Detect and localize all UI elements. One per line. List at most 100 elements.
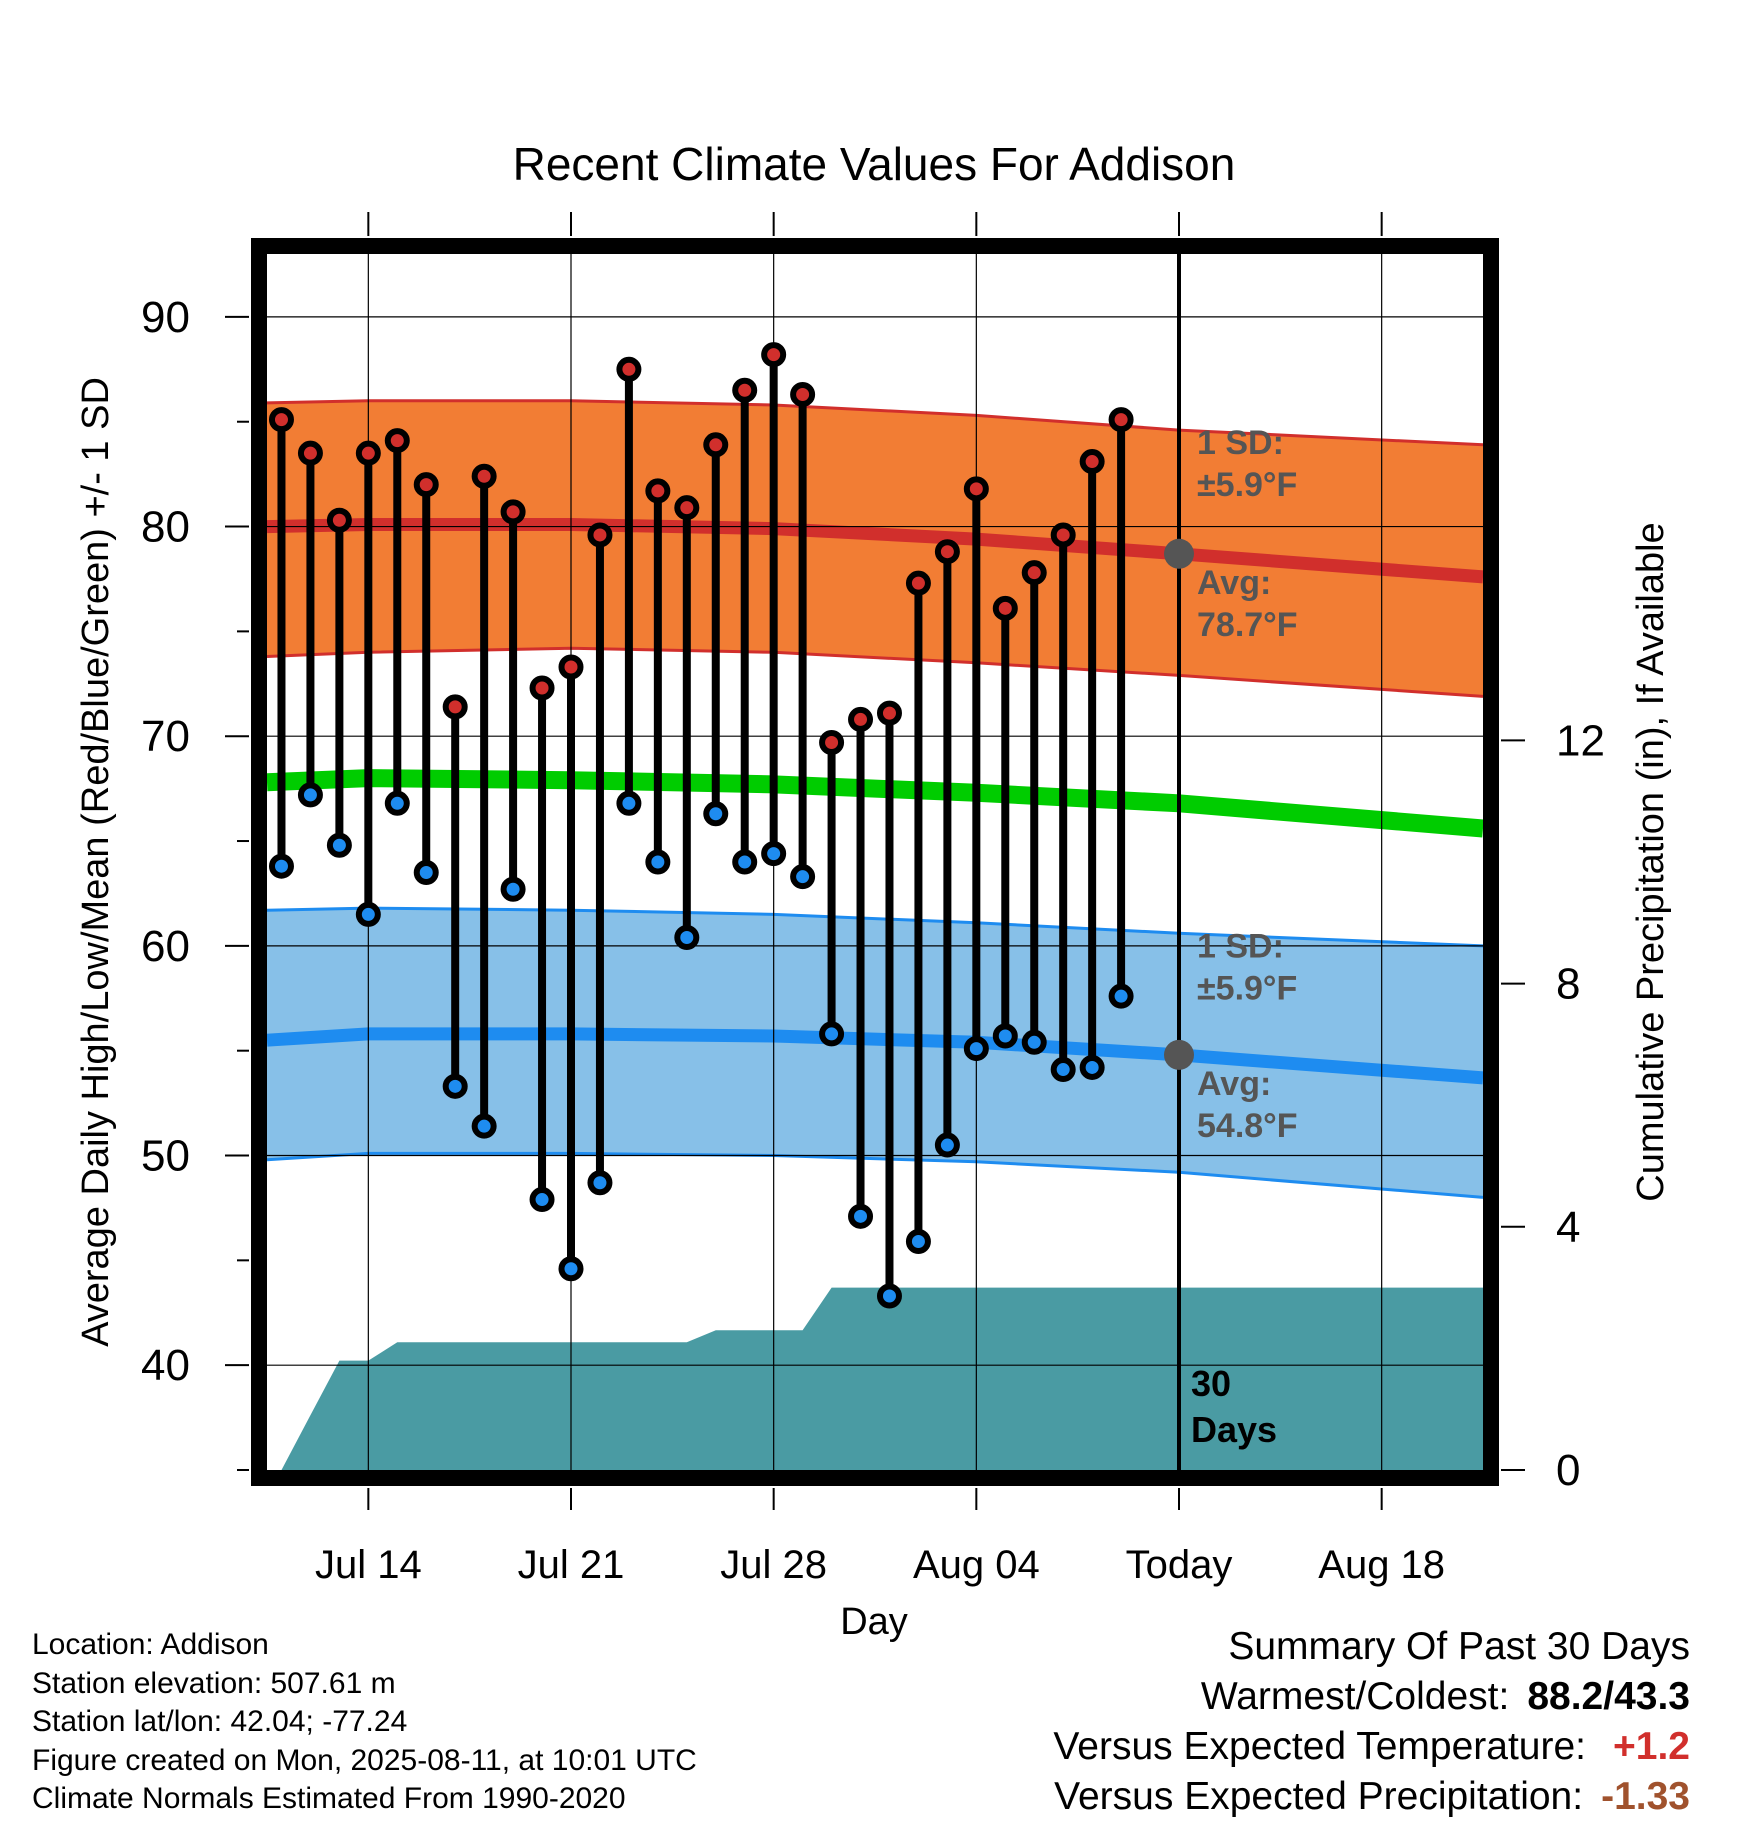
daily-low-point bbox=[876, 1283, 902, 1309]
daily-high-point bbox=[326, 507, 352, 533]
daily-high-point bbox=[616, 356, 642, 382]
y-tick-label: 90 bbox=[141, 293, 190, 342]
latlon-text: Station lat/lon: 42.04; -77.24 bbox=[32, 1705, 408, 1738]
daily-low-point bbox=[1108, 983, 1134, 1009]
summary-extremes-value: 88.2/43.3 bbox=[1527, 1675, 1690, 1718]
daily-low-point bbox=[558, 1256, 584, 1282]
daily-high-point bbox=[674, 495, 700, 521]
daily-low-point bbox=[442, 1073, 468, 1099]
daily-high-point bbox=[992, 595, 1018, 621]
daily-low-point bbox=[848, 1203, 874, 1229]
daily-low-point bbox=[587, 1170, 613, 1196]
summary-precip-value: -1.33 bbox=[1601, 1775, 1690, 1818]
daily-high-point bbox=[790, 381, 816, 407]
plot-area: 1 SD: ±5.9°F Avg: 78.7°F 1 SD: ±5.9°F Avg: 54.8… bbox=[266, 212, 1484, 1470]
y-right-tick-label: 12 bbox=[1556, 716, 1605, 765]
daily-low-point bbox=[529, 1187, 555, 1213]
daily-high-point bbox=[848, 706, 874, 732]
daily-low-point bbox=[674, 924, 700, 950]
daily-low-point bbox=[413, 859, 439, 885]
daily-high-point bbox=[355, 440, 381, 466]
low-avg-label: Avg: bbox=[1197, 1065, 1271, 1103]
daily-low-point bbox=[616, 790, 642, 816]
daily-low-point bbox=[1079, 1054, 1105, 1080]
daily-low-point bbox=[297, 782, 323, 808]
daily-high-point bbox=[1050, 522, 1076, 548]
daily-low-point bbox=[790, 864, 816, 890]
daily-high-point bbox=[471, 463, 497, 489]
daily-high-point bbox=[413, 472, 439, 498]
daily-low-point bbox=[500, 876, 526, 902]
y-right-tick-label: 8 bbox=[1556, 960, 1580, 1009]
summary-panel: Summary Of Past 30 Days Warmest/Coldest:… bbox=[1053, 1622, 1690, 1822]
summary-extremes-row: Warmest/Coldest: 88.2/43.3 bbox=[1053, 1672, 1690, 1722]
x-tick-label: Today bbox=[1126, 1543, 1233, 1587]
daily-low-point bbox=[992, 1023, 1018, 1049]
daily-low-point bbox=[355, 901, 381, 927]
daily-low-point bbox=[732, 849, 758, 875]
daily-high-point bbox=[732, 377, 758, 403]
cumulative-precip-area bbox=[281, 1287, 1483, 1470]
summary-extremes-label: Warmest/Coldest: bbox=[1200, 1675, 1510, 1718]
y-tick-label: 70 bbox=[141, 712, 190, 761]
daily-low-point bbox=[703, 801, 729, 827]
y-axis-label-right: Cumulative Precipitation (in), If Availa… bbox=[1630, 522, 1672, 1201]
daily-high-point bbox=[587, 522, 613, 548]
normals-text: Climate Normals Estimated From 1990-2020 bbox=[32, 1782, 626, 1815]
high-sd-label: 1 SD: bbox=[1197, 424, 1284, 462]
daily-high-point bbox=[819, 729, 845, 755]
x-tick-label: Jul 21 bbox=[518, 1543, 625, 1587]
x-tick-label: Aug 04 bbox=[913, 1543, 1040, 1587]
daily-high-point bbox=[934, 539, 960, 565]
station-info: Location: Addison Station elevation: 507… bbox=[32, 1626, 697, 1819]
y-axis-label: Average Daily High/Low/Mean (Red/Blue/Gr… bbox=[75, 377, 117, 1347]
daily-low-point bbox=[905, 1228, 931, 1254]
daily-high-point bbox=[1079, 449, 1105, 475]
chart-title: Recent Climate Values For Addison bbox=[513, 138, 1236, 190]
daily-high-point bbox=[558, 654, 584, 680]
y-tick-label: 80 bbox=[141, 503, 190, 552]
y-tick-label: 50 bbox=[141, 1132, 190, 1181]
daily-low-point bbox=[963, 1036, 989, 1062]
low-sd-value: ±5.9°F bbox=[1197, 969, 1297, 1007]
daily-high-point bbox=[703, 432, 729, 458]
days-count-label: 30 bbox=[1191, 1363, 1231, 1404]
today-low-avg-point bbox=[1164, 1039, 1194, 1070]
created-text: Figure created on Mon, 2025-08-11, at 10… bbox=[32, 1743, 697, 1777]
x-tick-label: Jul 14 bbox=[315, 1543, 422, 1587]
daily-high-point bbox=[442, 694, 468, 720]
normal-mean-line bbox=[266, 769, 1484, 838]
daily-high-point bbox=[876, 700, 902, 726]
x-tick-label: Jul 28 bbox=[720, 1543, 827, 1587]
y-tick-label: 40 bbox=[141, 1341, 190, 1390]
daily-high-point bbox=[500, 499, 526, 525]
daily-high-point bbox=[1108, 407, 1134, 433]
daily-low-point bbox=[934, 1132, 960, 1158]
daily-high-point bbox=[963, 476, 989, 502]
daily-high-point bbox=[384, 428, 410, 454]
location-text: Location: Addison bbox=[32, 1628, 269, 1661]
high-avg-label: Avg: bbox=[1197, 564, 1271, 602]
daily-low-point bbox=[1050, 1057, 1076, 1083]
daily-high-point bbox=[761, 342, 787, 368]
today-high-avg-point bbox=[1164, 538, 1194, 569]
daily-low-point bbox=[645, 849, 671, 875]
y-right-tick-label: 0 bbox=[1556, 1446, 1580, 1495]
summary-temp-value: +1.2 bbox=[1613, 1725, 1690, 1768]
summary-precip-label: Versus Expected Precipitation: bbox=[1054, 1775, 1584, 1818]
high-avg-value: 78.7°F bbox=[1197, 606, 1298, 644]
summary-temp-label: Versus Expected Temperature: bbox=[1053, 1725, 1586, 1768]
high-sd-value: ±5.9°F bbox=[1197, 466, 1297, 504]
daily-high-point bbox=[529, 675, 555, 701]
elevation-text: Station elevation: 507.61 m bbox=[32, 1666, 396, 1700]
daily-high-point bbox=[905, 570, 931, 596]
summary-precip-row: Versus Expected Precipitation: -1.33 bbox=[1053, 1772, 1690, 1822]
daily-low-point bbox=[268, 853, 294, 879]
plot-frame bbox=[251, 238, 1499, 1486]
daily-low-point bbox=[819, 1021, 845, 1047]
low-sd-label: 1 SD: bbox=[1197, 927, 1284, 965]
daily-high-point bbox=[268, 407, 294, 433]
daily-high-point bbox=[645, 478, 671, 504]
y-tick-label: 60 bbox=[141, 922, 190, 971]
daily-low-point bbox=[384, 790, 410, 816]
